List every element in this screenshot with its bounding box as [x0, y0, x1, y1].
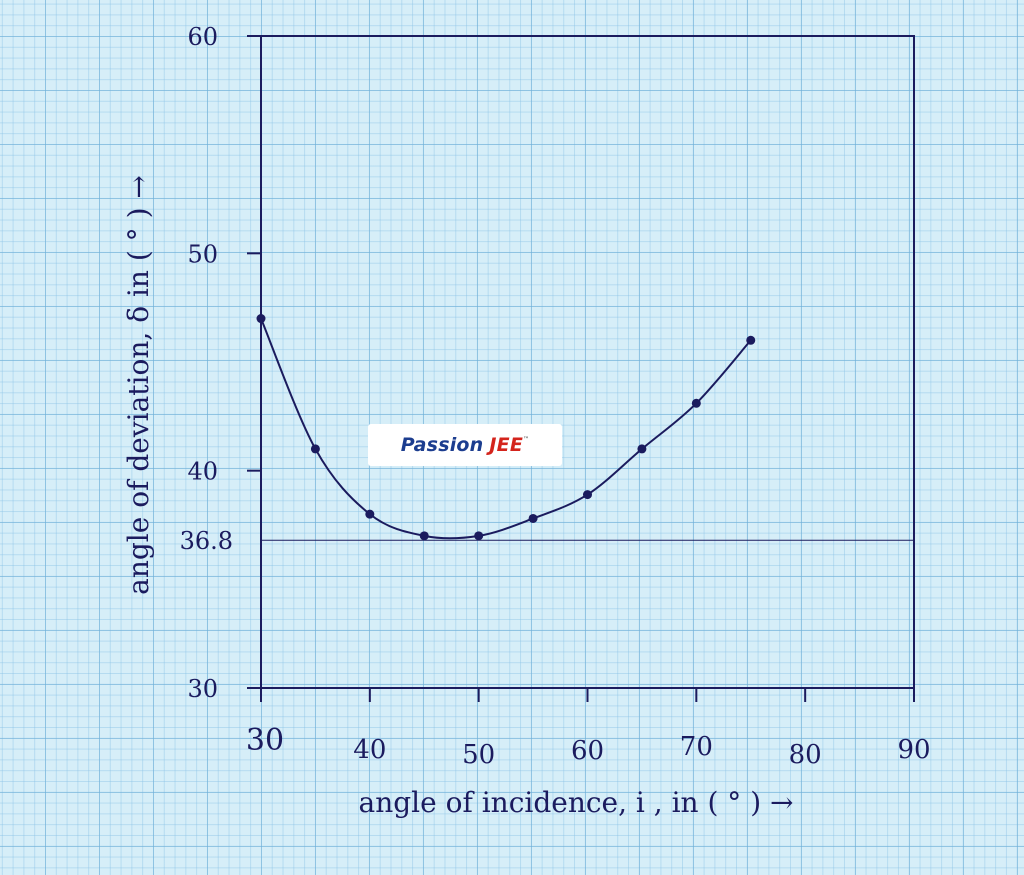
x-tick-label: 70 [680, 732, 713, 762]
logo-text-jee: JEE [489, 434, 524, 456]
y-tick-label: 30 [187, 675, 218, 703]
fitted-curve [260, 318, 752, 540]
plot-frame [260, 35, 915, 689]
x-tick-label: 40 [353, 735, 386, 765]
data-point [365, 509, 375, 519]
y-tick-label: 60 [187, 23, 218, 51]
data-point [256, 314, 266, 324]
curve-layer [260, 318, 752, 540]
y-tick-label: 50 [187, 240, 218, 268]
logo-text-passion: Passion [400, 434, 484, 456]
passion-jee-logo: Passion JEE ™ [368, 424, 562, 466]
logo-trademark: ™ [523, 436, 530, 443]
points-layer [256, 314, 756, 541]
reference-line-label: 36.8 [180, 527, 233, 555]
y-tick-label: 40 [187, 458, 218, 486]
data-point [474, 531, 484, 541]
x-axis-title: angle of incidence, i , in ( ° ) → [359, 786, 794, 819]
x-ticks-layer: 30 40 50 60 70 80 90 [246, 688, 931, 770]
data-point [637, 444, 647, 454]
data-point [746, 335, 756, 345]
x-tick-label: 30 [246, 723, 284, 758]
x-tick-label: 80 [789, 740, 822, 770]
data-point [419, 531, 429, 541]
x-tick-label: 90 [897, 735, 930, 765]
data-point [691, 398, 701, 408]
data-point [583, 490, 592, 500]
y-ticks-layer: 30 40 50 60 36.8 [180, 23, 261, 703]
data-point [528, 513, 538, 523]
y-axis-title: angle of deviation, δ in ( ° ) → [122, 175, 155, 595]
data-point [310, 444, 320, 454]
x-tick-label: 60 [571, 736, 604, 766]
x-tick-label: 50 [462, 740, 495, 770]
